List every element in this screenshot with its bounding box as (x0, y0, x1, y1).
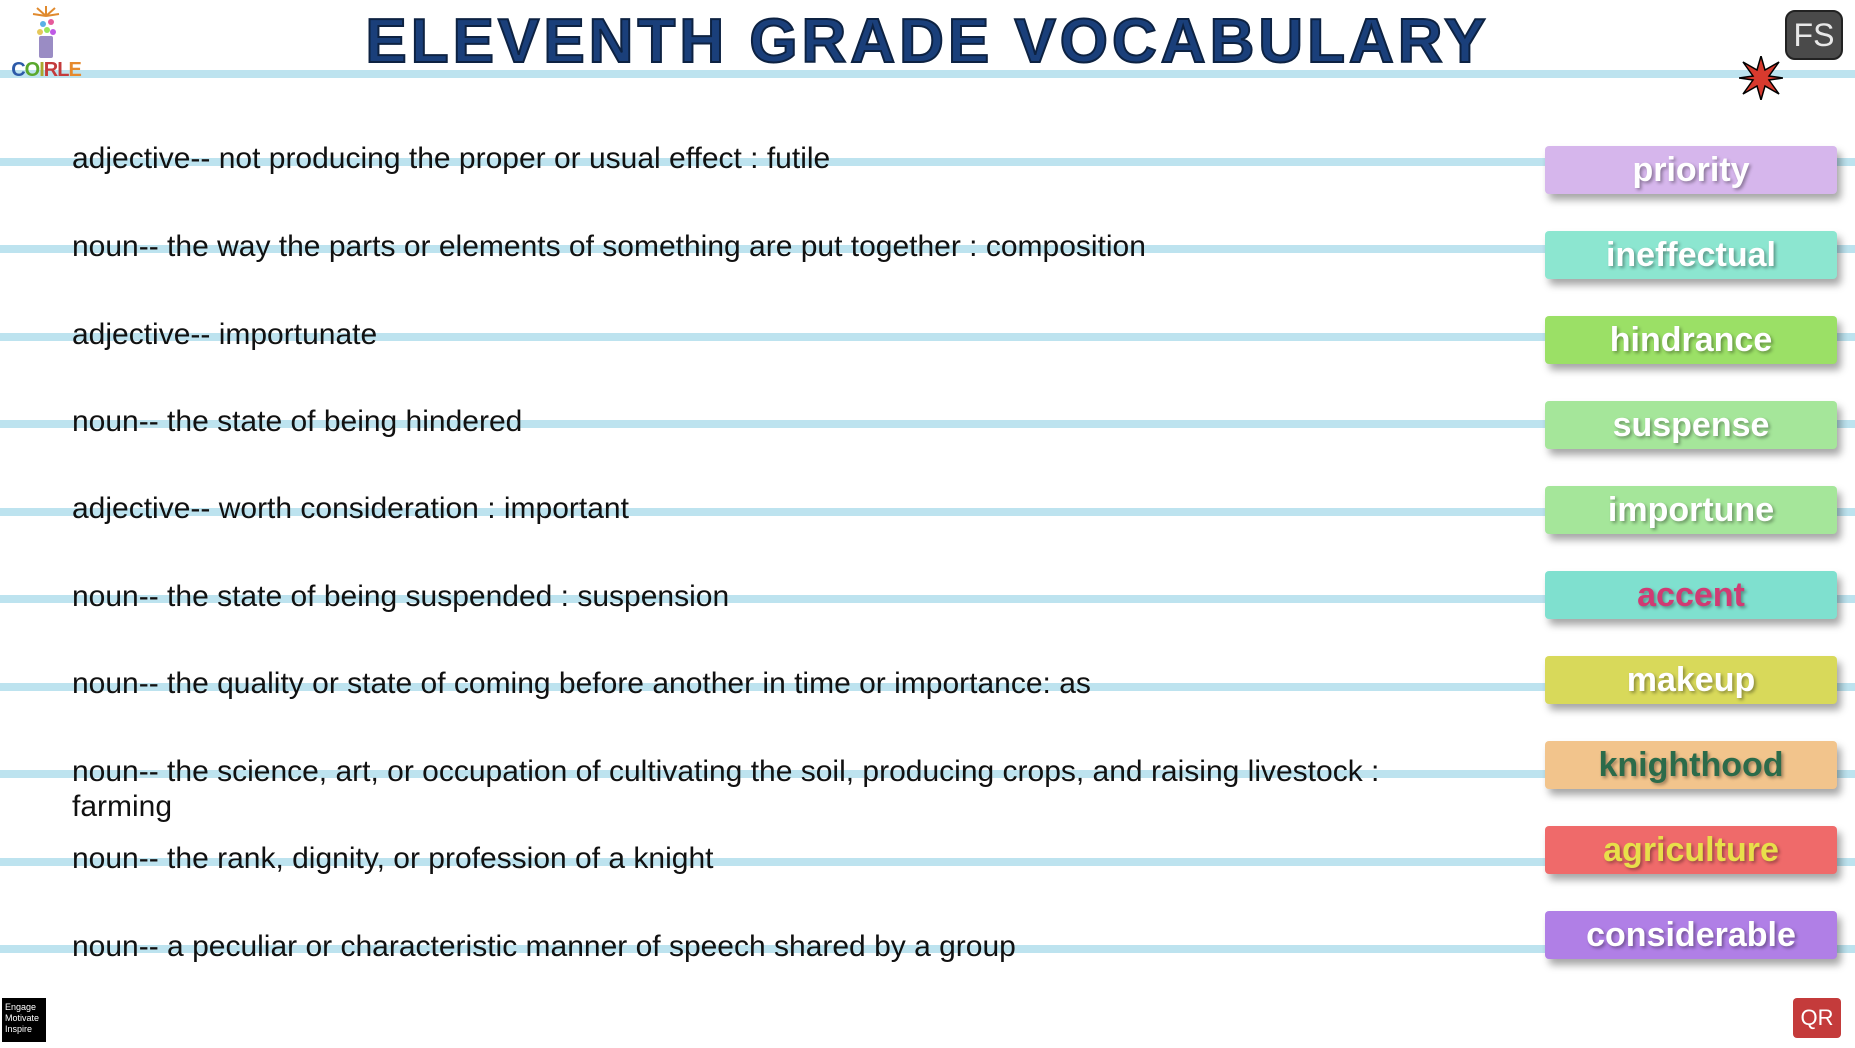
word-tile[interactable]: agriculture (1545, 826, 1837, 874)
definition-text: adjective-- not producing the proper or … (72, 142, 1412, 177)
emi-line: Engage (5, 1002, 43, 1013)
word-tile-label: importune (1608, 491, 1774, 530)
word-tile[interactable]: considerable (1545, 911, 1837, 959)
brand-text: COIRLE (6, 60, 86, 80)
definition-text: noun-- the state of being suspended : su… (72, 580, 1412, 615)
definition-text: noun-- a peculiar or characteristic mann… (72, 930, 1412, 965)
fullscreen-button[interactable]: FS (1785, 10, 1843, 60)
word-tile-label: priority (1632, 151, 1749, 190)
word-tile-label: agriculture (1603, 831, 1779, 870)
word-tile-label: makeup (1627, 661, 1756, 700)
word-tile-label: hindrance (1610, 321, 1772, 360)
definition-text: noun-- the quality or state of coming be… (72, 667, 1412, 702)
emi-line: Motivate (5, 1013, 43, 1024)
definition-text: noun-- the way the parts or elements of … (72, 230, 1412, 265)
brand-logo: COIRLE (6, 6, 86, 80)
word-tile-label: considerable (1586, 916, 1796, 955)
word-tile[interactable]: importune (1545, 486, 1837, 534)
emi-line: Inspire (5, 1024, 43, 1035)
word-tile[interactable]: suspense (1545, 401, 1837, 449)
definition-text: adjective-- importunate (72, 318, 1412, 353)
qr-button[interactable]: QR (1793, 998, 1841, 1038)
definition-text: noun-- the state of being hindered (72, 405, 1412, 440)
definition-text: noun-- the rank, dignity, or profession … (72, 842, 1412, 877)
word-tile-label: knighthood (1598, 746, 1783, 785)
word-tile[interactable]: ineffectual (1545, 231, 1837, 279)
word-tile[interactable]: accent (1545, 571, 1837, 619)
definition-text: noun-- the science, art, or occupation o… (72, 755, 1412, 824)
word-tile-label: ineffectual (1606, 236, 1776, 275)
star-burst-icon[interactable] (1739, 56, 1783, 100)
word-tile[interactable]: hindrance (1545, 316, 1837, 364)
word-tile[interactable]: knighthood (1545, 741, 1837, 789)
emi-badge: Engage Motivate Inspire (2, 998, 46, 1042)
statue-icon (25, 6, 67, 58)
word-tile-label: accent (1637, 576, 1745, 615)
definition-text: adjective-- worth consideration : import… (72, 492, 1412, 527)
word-tile-label: suspense (1613, 406, 1770, 445)
page-title: ELEVENTH GRADE VOCABULARY (365, 6, 1489, 77)
word-tile[interactable]: makeup (1545, 656, 1837, 704)
stage: COIRLE ELEVENTH GRADE VOCABULARY FS adje… (0, 0, 1855, 1048)
word-tile[interactable]: priority (1545, 146, 1837, 194)
